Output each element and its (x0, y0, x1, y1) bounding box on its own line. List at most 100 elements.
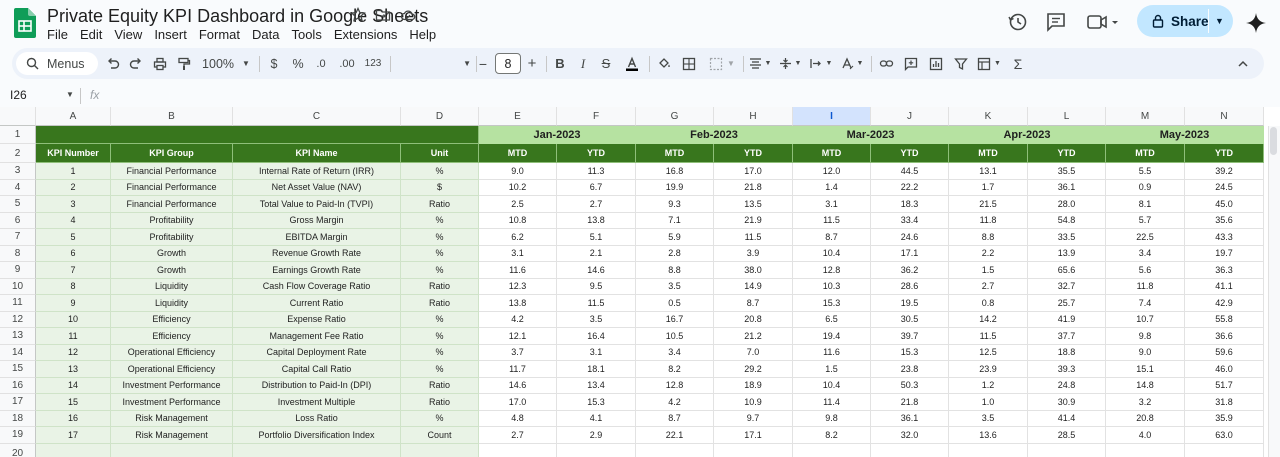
kpi-number-cell[interactable]: 11 (36, 328, 111, 345)
value-cell[interactable]: 16.7 (636, 311, 714, 328)
value-cell[interactable]: 3.5 (636, 278, 714, 295)
value-cell[interactable]: 18.1 (557, 361, 636, 378)
unit-cell[interactable]: % (401, 311, 479, 328)
share-button[interactable]: Share ▼ (1137, 5, 1233, 37)
empty-cell[interactable] (479, 443, 557, 457)
vertical-align-icon[interactable]: ▼ (776, 48, 804, 79)
kpi-number-cell[interactable]: 4 (36, 212, 111, 229)
table-header-cell[interactable]: KPI Number (36, 144, 111, 163)
increase-decimal-button[interactable]: .00 (339, 57, 355, 70)
vertical-scrollbar[interactable] (1268, 126, 1280, 457)
value-cell[interactable]: 36.1 (1028, 179, 1106, 196)
value-cell[interactable]: 21.2 (714, 328, 793, 345)
empty-cell[interactable] (1106, 443, 1185, 457)
value-cell[interactable]: 17.1 (871, 245, 949, 262)
value-cell[interactable]: 8.7 (793, 229, 871, 246)
value-cell[interactable]: 14.8 (1106, 377, 1185, 394)
value-cell[interactable]: 17.1 (714, 427, 793, 444)
value-cell[interactable]: 11.8 (1106, 278, 1185, 295)
row-header-4[interactable]: 4 (0, 179, 36, 196)
document-title[interactable]: Private Equity KPI Dashboard in Google S… (47, 6, 429, 26)
value-cell[interactable]: 4.8 (479, 410, 557, 427)
value-cell[interactable]: 36.2 (871, 262, 949, 279)
value-cell[interactable]: 5.5 (1106, 163, 1185, 180)
column-header-j[interactable]: J (871, 107, 949, 126)
unit-cell[interactable]: % (401, 361, 479, 378)
kpi-number-cell[interactable]: 6 (36, 245, 111, 262)
search-menus-button[interactable]: Menus (16, 52, 98, 75)
value-cell[interactable]: 11.5 (714, 229, 793, 246)
kpi-name-cell[interactable]: Net Asset Value (NAV) (233, 179, 401, 196)
bold-button[interactable]: B (550, 48, 570, 79)
value-cell[interactable]: 41.9 (1028, 311, 1106, 328)
share-dropdown-icon[interactable]: ▼ (1215, 16, 1224, 26)
empty-cell[interactable] (401, 443, 479, 457)
value-cell[interactable]: 5.9 (636, 229, 714, 246)
column-header-n[interactable]: N (1185, 107, 1264, 126)
unit-cell[interactable]: % (401, 245, 479, 262)
kpi-number-cell[interactable]: 7 (36, 262, 111, 279)
empty-cell[interactable] (793, 443, 871, 457)
kpi-group-cell[interactable]: Financial Performance (111, 196, 233, 213)
value-cell[interactable]: 30.5 (871, 311, 949, 328)
menu-file[interactable]: File (47, 27, 68, 42)
value-cell[interactable]: 28.6 (871, 278, 949, 295)
ytd-header[interactable]: YTD (557, 144, 636, 163)
value-cell[interactable]: 41.4 (1028, 410, 1106, 427)
value-cell[interactable]: 38.0 (714, 262, 793, 279)
value-cell[interactable]: 23.8 (871, 361, 949, 378)
row-header-16[interactable]: 16 (0, 377, 36, 394)
column-header-h[interactable]: H (714, 107, 793, 126)
kpi-number-cell[interactable]: 17 (36, 427, 111, 444)
kpi-group-cell[interactable]: Liquidity (111, 295, 233, 312)
ytd-header[interactable]: YTD (871, 144, 949, 163)
value-cell[interactable]: 0.8 (949, 295, 1028, 312)
value-cell[interactable]: 13.4 (557, 377, 636, 394)
unit-cell[interactable]: % (401, 410, 479, 427)
kpi-number-cell[interactable]: 5 (36, 229, 111, 246)
value-cell[interactable]: 9.8 (793, 410, 871, 427)
row-header-5[interactable]: 5 (0, 196, 36, 213)
mtd-header[interactable]: MTD (636, 144, 714, 163)
value-cell[interactable]: 17.0 (714, 163, 793, 180)
value-cell[interactable]: 20.8 (714, 311, 793, 328)
decrease-font-size-button[interactable]: − (478, 55, 488, 72)
unit-cell[interactable]: % (401, 212, 479, 229)
value-cell[interactable]: 28.0 (1028, 196, 1106, 213)
column-header-m[interactable]: M (1106, 107, 1185, 126)
fill-color-icon[interactable] (654, 48, 674, 79)
kpi-group-cell[interactable]: Operational Efficiency (111, 344, 233, 361)
value-cell[interactable]: 7.1 (636, 212, 714, 229)
value-cell[interactable]: 3.1 (793, 196, 871, 213)
text-color-button[interactable] (621, 48, 643, 79)
value-cell[interactable]: 55.8 (1185, 311, 1264, 328)
menu-edit[interactable]: Edit (79, 27, 103, 42)
mtd-header[interactable]: MTD (1106, 144, 1185, 163)
value-cell[interactable]: 33.4 (871, 212, 949, 229)
value-cell[interactable]: 11.7 (479, 361, 557, 378)
value-cell[interactable]: 35.5 (1028, 163, 1106, 180)
value-cell[interactable]: 11.5 (949, 328, 1028, 345)
insert-link-icon[interactable] (875, 48, 897, 79)
value-cell[interactable]: 36.3 (1185, 262, 1264, 279)
undo-icon[interactable] (102, 48, 124, 79)
row-header-18[interactable]: 18 (0, 410, 36, 427)
unit-cell[interactable]: Ratio (401, 196, 479, 213)
unit-cell[interactable]: % (401, 262, 479, 279)
value-cell[interactable]: 10.3 (793, 278, 871, 295)
row-header-9[interactable]: 9 (0, 262, 36, 279)
value-cell[interactable]: 22.5 (1106, 229, 1185, 246)
kpi-name-cell[interactable]: Loss Ratio (233, 410, 401, 427)
value-cell[interactable]: 12.0 (793, 163, 871, 180)
unit-cell[interactable]: % (401, 229, 479, 246)
value-cell[interactable]: 13.5 (714, 196, 793, 213)
empty-cell[interactable] (1185, 443, 1264, 457)
value-cell[interactable]: 29.2 (714, 361, 793, 378)
kpi-group-cell[interactable]: Efficiency (111, 311, 233, 328)
kpi-name-cell[interactable]: Investment Multiple (233, 394, 401, 411)
value-cell[interactable]: 24.8 (1028, 377, 1106, 394)
table-header-cell[interactable]: KPI Name (233, 144, 401, 163)
value-cell[interactable]: 36.6 (1185, 328, 1264, 345)
value-cell[interactable]: 16.4 (557, 328, 636, 345)
filter-views-icon[interactable]: ▼ (974, 48, 1004, 79)
